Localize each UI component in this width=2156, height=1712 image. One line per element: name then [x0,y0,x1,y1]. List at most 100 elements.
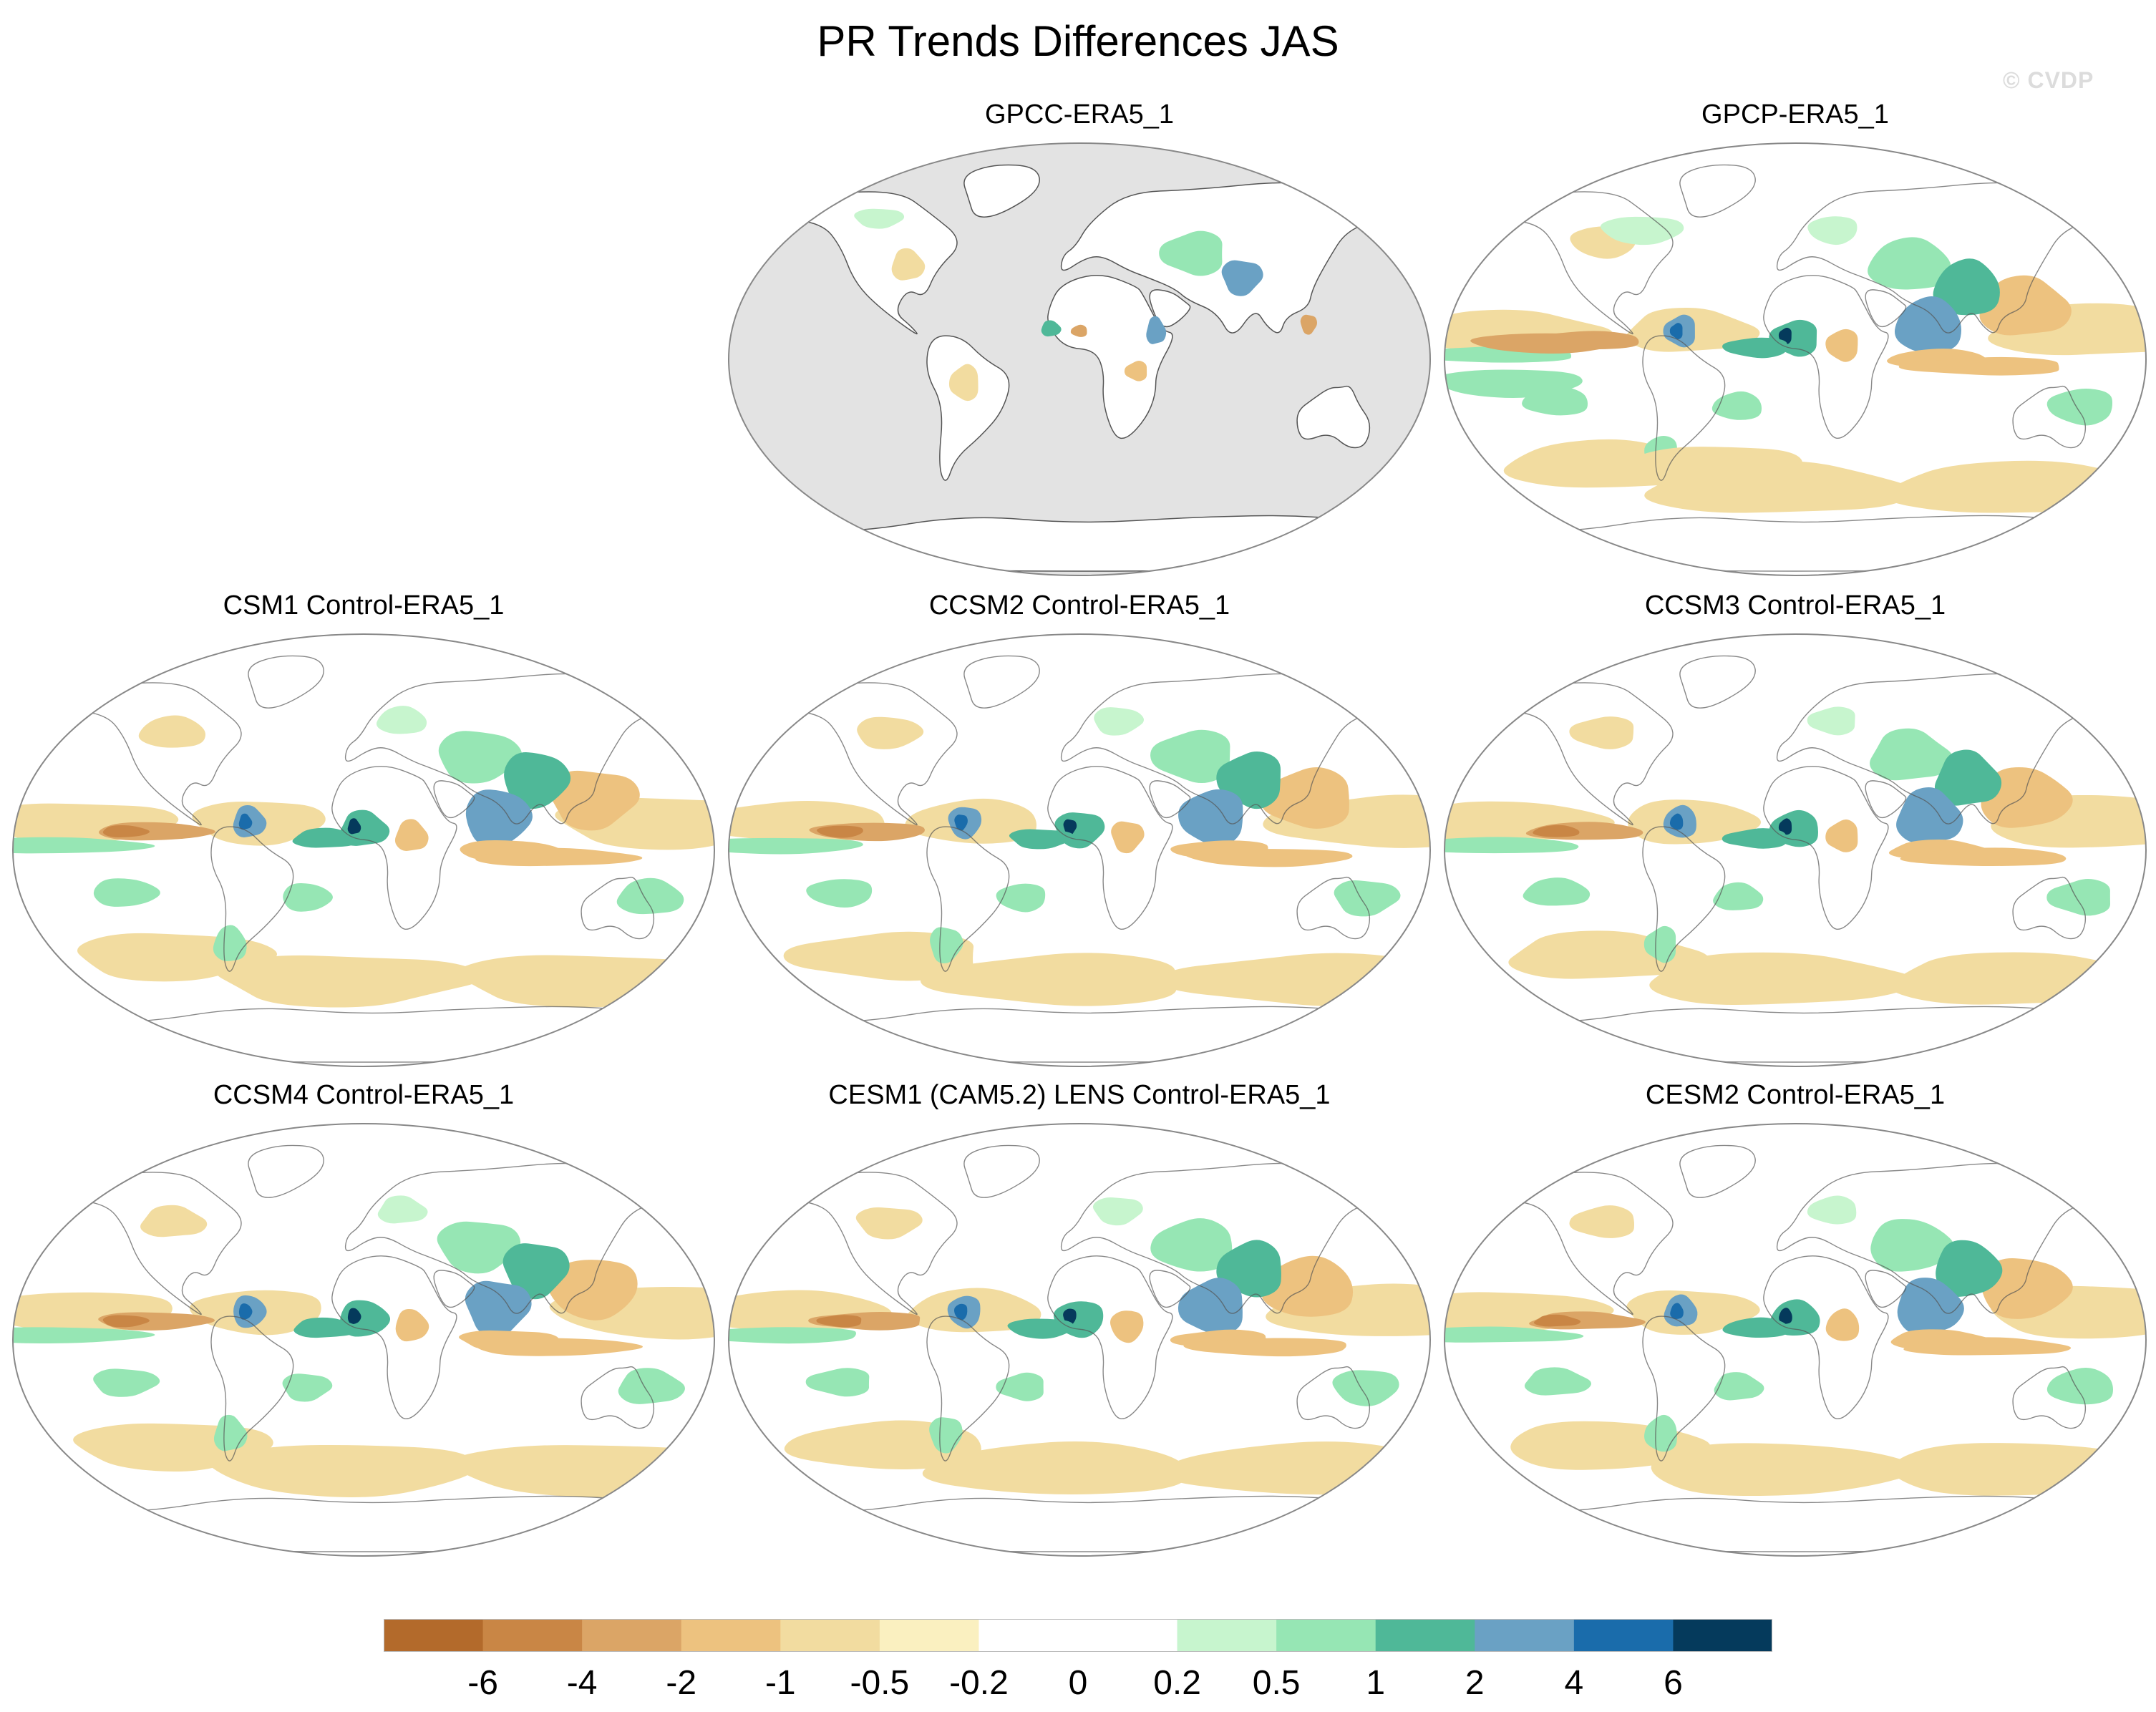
west-africa-wet-core [1063,819,1077,836]
colorbar-tick-label: 0.5 [1252,1664,1301,1702]
itcz-dry-core [816,1315,862,1328]
panel-title: CCSM2 Control-ERA5_1 [928,590,1230,621]
arabian-sea-wet [1178,789,1243,847]
amazon-dry [948,364,979,402]
coastline-north-america [767,1172,958,1315]
coastline-antarctica [1451,515,2140,572]
coastline-europe-asia [1776,1162,2120,1314]
pacific-wet [1444,369,1583,398]
north-america-dry [1569,716,1634,749]
coastline-australia [1296,1366,1371,1429]
map-field [13,1124,714,1556]
coastline-europe-asia [1060,1162,1404,1314]
coastline-australia [1296,385,1371,449]
colorbar-tick-label: -1 [764,1664,796,1702]
caribbean-wet-core [1670,1303,1684,1319]
southern-ocean-dry [1891,1443,2146,1496]
colorbar-swatch [482,1619,583,1652]
spcz-wet [618,1368,685,1404]
colorbar-tick-label: -2 [666,1664,697,1702]
arabian-sea-wet [1897,1278,1964,1335]
central-africa-dry [1825,329,1858,362]
coastline-europe-asia [1776,182,2120,334]
west-pacific-dry-core [548,770,640,831]
south-atlantic-wet [1713,882,1764,910]
coastline-africa [1047,766,1173,930]
philippines-dry [1300,314,1318,335]
map-panel: CSM1 Control-ERA5_1 [9,585,719,1072]
europe-wet [1807,216,1858,245]
coastline-europe-asia [344,1162,689,1314]
caribbean-wet-core [238,813,253,830]
spcz-wet [1332,1370,1399,1406]
arabian-sea-wet [1177,1278,1243,1336]
coastline-north-america [52,1172,242,1315]
coastline-australia [2012,876,2087,940]
coastline-arabia [1865,780,1907,819]
colorbar-swatch [780,1619,880,1652]
sahel-wet [1041,320,1062,337]
coastline-africa [1047,275,1173,439]
europe-wet [1094,707,1144,736]
itcz-dry-core [1533,825,1580,837]
coastline-australia [581,876,655,940]
spcz-wet [1334,880,1401,917]
map-field [1444,1124,2146,1556]
coastline-arabia [1149,1270,1191,1308]
central-africa-dry [1111,821,1145,854]
maritime-continent-dry [476,1338,643,1356]
north-america-dry [140,1205,208,1237]
figure-title: PR Trends Differences JAS [817,17,1339,65]
west-pacific-dry-core [1981,1258,2073,1319]
panel-title: CCSM3 Control-ERA5_1 [1644,590,1946,621]
coastline-europe-asia [344,673,689,825]
map-projection [12,1123,715,1557]
central-asia-wet [1159,230,1223,276]
coastline-africa [331,1255,457,1420]
coastline-north-america [767,682,958,826]
map-projection [12,633,715,1067]
itcz-dry-core [102,1315,150,1328]
arabian-sea-wet [465,789,533,847]
south-pacific-wet [1523,877,1591,906]
central-africa-dry [394,819,429,851]
spcz-wet [2046,878,2111,916]
west-africa-wet-core [347,1308,361,1325]
coastline-arabia [1865,289,1907,328]
panel-title: CCSM4 Control-ERA5_1 [213,1080,515,1110]
coastline-greenland [248,1144,324,1198]
europe-wet [376,706,427,734]
coastline-greenland [1679,655,1756,709]
coastline-north-america [1483,682,1674,826]
west-pacific-dry-core [1981,767,2073,828]
colorbar-tick-label: -4 [566,1664,598,1702]
equatorial-wet [729,837,863,855]
maritime-continent-dry [1898,356,2059,376]
maritime-continent-dry [1903,1337,2072,1356]
coastline-antarctica [735,1495,1424,1552]
colorbar-swatch [1078,1619,1178,1652]
south-pacific-wet [93,1368,160,1397]
south-atlantic-wet [1711,391,1762,420]
colorbar-tick-label: -0.2 [949,1664,1009,1702]
map-outline [1444,1123,2147,1557]
coastline-south-america [210,826,294,972]
coastline-north-america [1483,1172,1674,1315]
europe-wet [1807,1195,1857,1225]
maritime-continent-dry [475,847,643,867]
colorbar-tick-label: 2 [1465,1664,1485,1702]
map-outline [12,633,715,1067]
colorbar-swatch [879,1619,979,1652]
tibet-wet [1221,260,1263,296]
arabian-sea-wet [1894,296,1962,354]
atlantic-itcz-wet [1009,829,1076,850]
caribbean-wet-core [1669,323,1683,339]
patagonia-wet [213,925,247,961]
coastline-europe-asia [1776,673,2120,825]
map-field [729,143,1430,575]
caribbean-wet-core [954,814,968,831]
coastline-antarctica [1451,1495,2140,1552]
south-pacific-wet [1524,1367,1592,1396]
colorbar-tick-label: 1 [1366,1664,1386,1702]
caribbean-wet-core [1669,813,1684,830]
